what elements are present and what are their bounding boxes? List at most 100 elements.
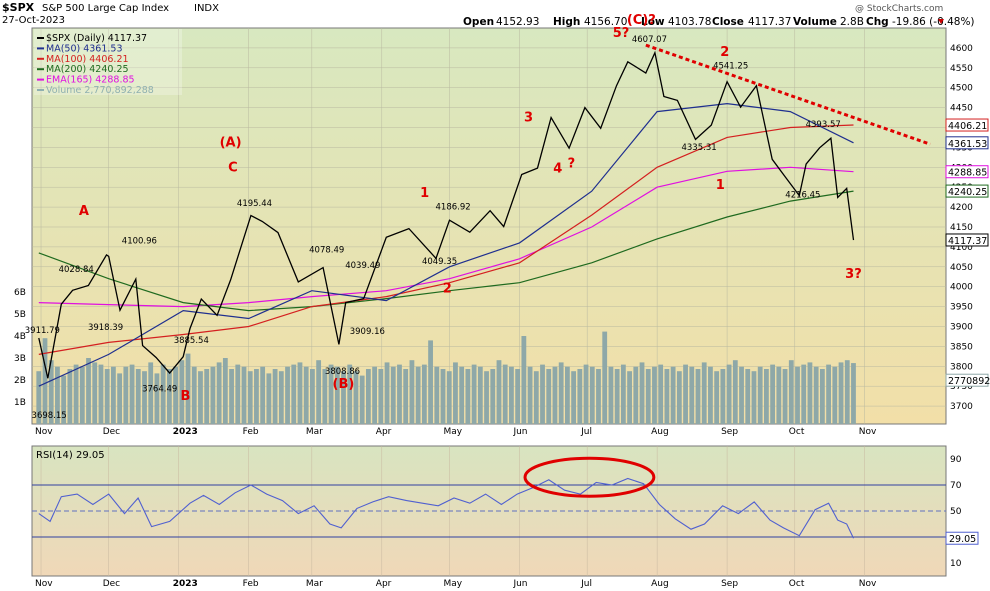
volume-bar <box>502 364 508 424</box>
volume-bar <box>826 364 831 424</box>
volume-bar <box>204 369 210 424</box>
open-label: Open <box>463 16 494 28</box>
volume-bar <box>465 369 471 424</box>
volume-bar <box>645 369 651 424</box>
price-tick-label: 4100 <box>950 243 973 253</box>
ohlc-readout: Open 4152.93 High 4156.70 Low 4103.78 Cl… <box>463 16 975 28</box>
axis-value-tag-text: 4240.25 <box>948 187 987 198</box>
wave-label: (B) <box>333 377 355 392</box>
volume-bar <box>73 364 79 424</box>
symbol-exchange: INDX <box>194 3 219 14</box>
volume-bar <box>110 366 116 424</box>
volume-bar <box>403 369 409 424</box>
price-annotation: 3885.54 <box>174 336 209 346</box>
symbol: $SPX <box>2 1 35 14</box>
volume-bar <box>61 375 67 424</box>
symbol-name: S&P 500 Large Cap Index <box>42 3 169 14</box>
watermark: @ StockCharts.com <box>855 4 943 14</box>
volume-bar <box>757 366 763 424</box>
volume-bar <box>322 369 328 424</box>
price-tick-label: 4200 <box>950 203 973 213</box>
wave-label: B <box>181 389 191 404</box>
volume-bar <box>471 364 477 424</box>
x-tick-label: Apr <box>376 579 392 589</box>
volume-bar <box>254 369 259 424</box>
axis-value-tag-text: 4406.21 <box>948 121 987 132</box>
legend-entry: Volume 2,770,892,288 <box>46 85 154 96</box>
volume-bar <box>428 340 433 424</box>
volume-bar <box>278 371 284 424</box>
volume-bar <box>695 369 701 424</box>
price-tick-label: 3800 <box>950 362 973 372</box>
x-tick-label: Sep <box>721 427 738 437</box>
volume-bar <box>316 360 322 424</box>
volume-bar <box>496 360 502 424</box>
price-annotation: 4541.25 <box>713 61 748 71</box>
price-tick-label: 4450 <box>950 104 973 114</box>
overbought-highlight <box>523 456 656 498</box>
volume-bar <box>440 369 446 424</box>
volume-bar <box>98 364 104 424</box>
volume-bar <box>633 366 639 424</box>
volume-bar <box>129 364 135 424</box>
volume-bar <box>365 369 371 424</box>
wave-label: (C)? <box>627 13 656 28</box>
low-value: 4103.78 <box>668 16 711 28</box>
axis-value-tag <box>945 373 989 387</box>
volume-tick-label: 1B <box>14 398 26 408</box>
volume-bar <box>490 369 496 424</box>
volume-bar <box>477 366 483 424</box>
rsi-tick-label: 10 <box>950 559 962 569</box>
x-tick-label: 2023 <box>173 427 198 437</box>
volume-bar <box>509 366 514 424</box>
high-value: 4156.70 <box>584 16 627 28</box>
x-tick-label: Aug <box>651 427 669 437</box>
volume-bar <box>533 371 539 424</box>
volume-bar <box>92 362 98 424</box>
volume-bar <box>353 371 359 424</box>
wave-label: ? <box>568 156 576 171</box>
volume-bar <box>446 371 452 424</box>
legend-entry: MA(100) 4406.21 <box>46 54 129 65</box>
volume-bar <box>328 364 334 424</box>
volume-bar <box>359 375 365 424</box>
high-label: High <box>553 16 580 28</box>
volume-bar <box>191 366 197 424</box>
volume-bar <box>229 369 234 424</box>
wave-label: 4 <box>553 161 562 176</box>
price-tick-label: 4500 <box>950 84 973 94</box>
volume-bar <box>838 362 844 424</box>
volume-bar <box>434 366 440 424</box>
volume-bar <box>310 369 315 424</box>
volume-bar <box>341 371 346 424</box>
volume-bar <box>571 371 577 424</box>
volume-bar <box>764 369 769 424</box>
volume-bar <box>552 366 558 424</box>
axis-value-tag <box>945 136 989 150</box>
axis-value-tag-text: 4361.53 <box>948 139 987 150</box>
volume-bar <box>676 371 682 424</box>
price-x-labels: Nov Dec 2023 Feb Mar Apr May Jun Jul Aug Sep Oct Nov <box>35 427 877 437</box>
price-panel <box>31 27 947 425</box>
volume-bar <box>726 364 732 424</box>
wave-labels: A B C (A) (B) 1 2 3 4 ? 5?(C)? 1 2 3? <box>79 13 862 404</box>
rsi-value-tag <box>945 531 979 545</box>
volume-tick-label: 6B <box>14 288 26 298</box>
x-tick-label: May <box>444 427 463 437</box>
rsi-axis: 103050709029.05 <box>945 455 979 569</box>
rsi-x-labels: Nov Dec 2023 Feb Mar Apr May Jun Jul Aug Sep Oct Nov <box>35 579 877 589</box>
price-annotation: 4216.45 <box>785 191 820 201</box>
chart-date: 27-Oct-2023 <box>2 15 65 26</box>
wave-label: 3 <box>524 111 533 126</box>
volume-bar <box>589 366 595 424</box>
volume-bar <box>303 366 309 424</box>
volume-bar <box>720 369 726 424</box>
volume-bar <box>484 371 489 424</box>
volume-bar <box>577 369 583 424</box>
volume-bar <box>36 371 42 424</box>
volume-bar <box>347 364 353 424</box>
volume-bar <box>776 366 782 424</box>
right-axis-tags: 4406.21 4361.53 4288.85 4240.25 4117.37 27708… <box>945 118 990 387</box>
volume-tick-label: 5B <box>14 310 26 320</box>
